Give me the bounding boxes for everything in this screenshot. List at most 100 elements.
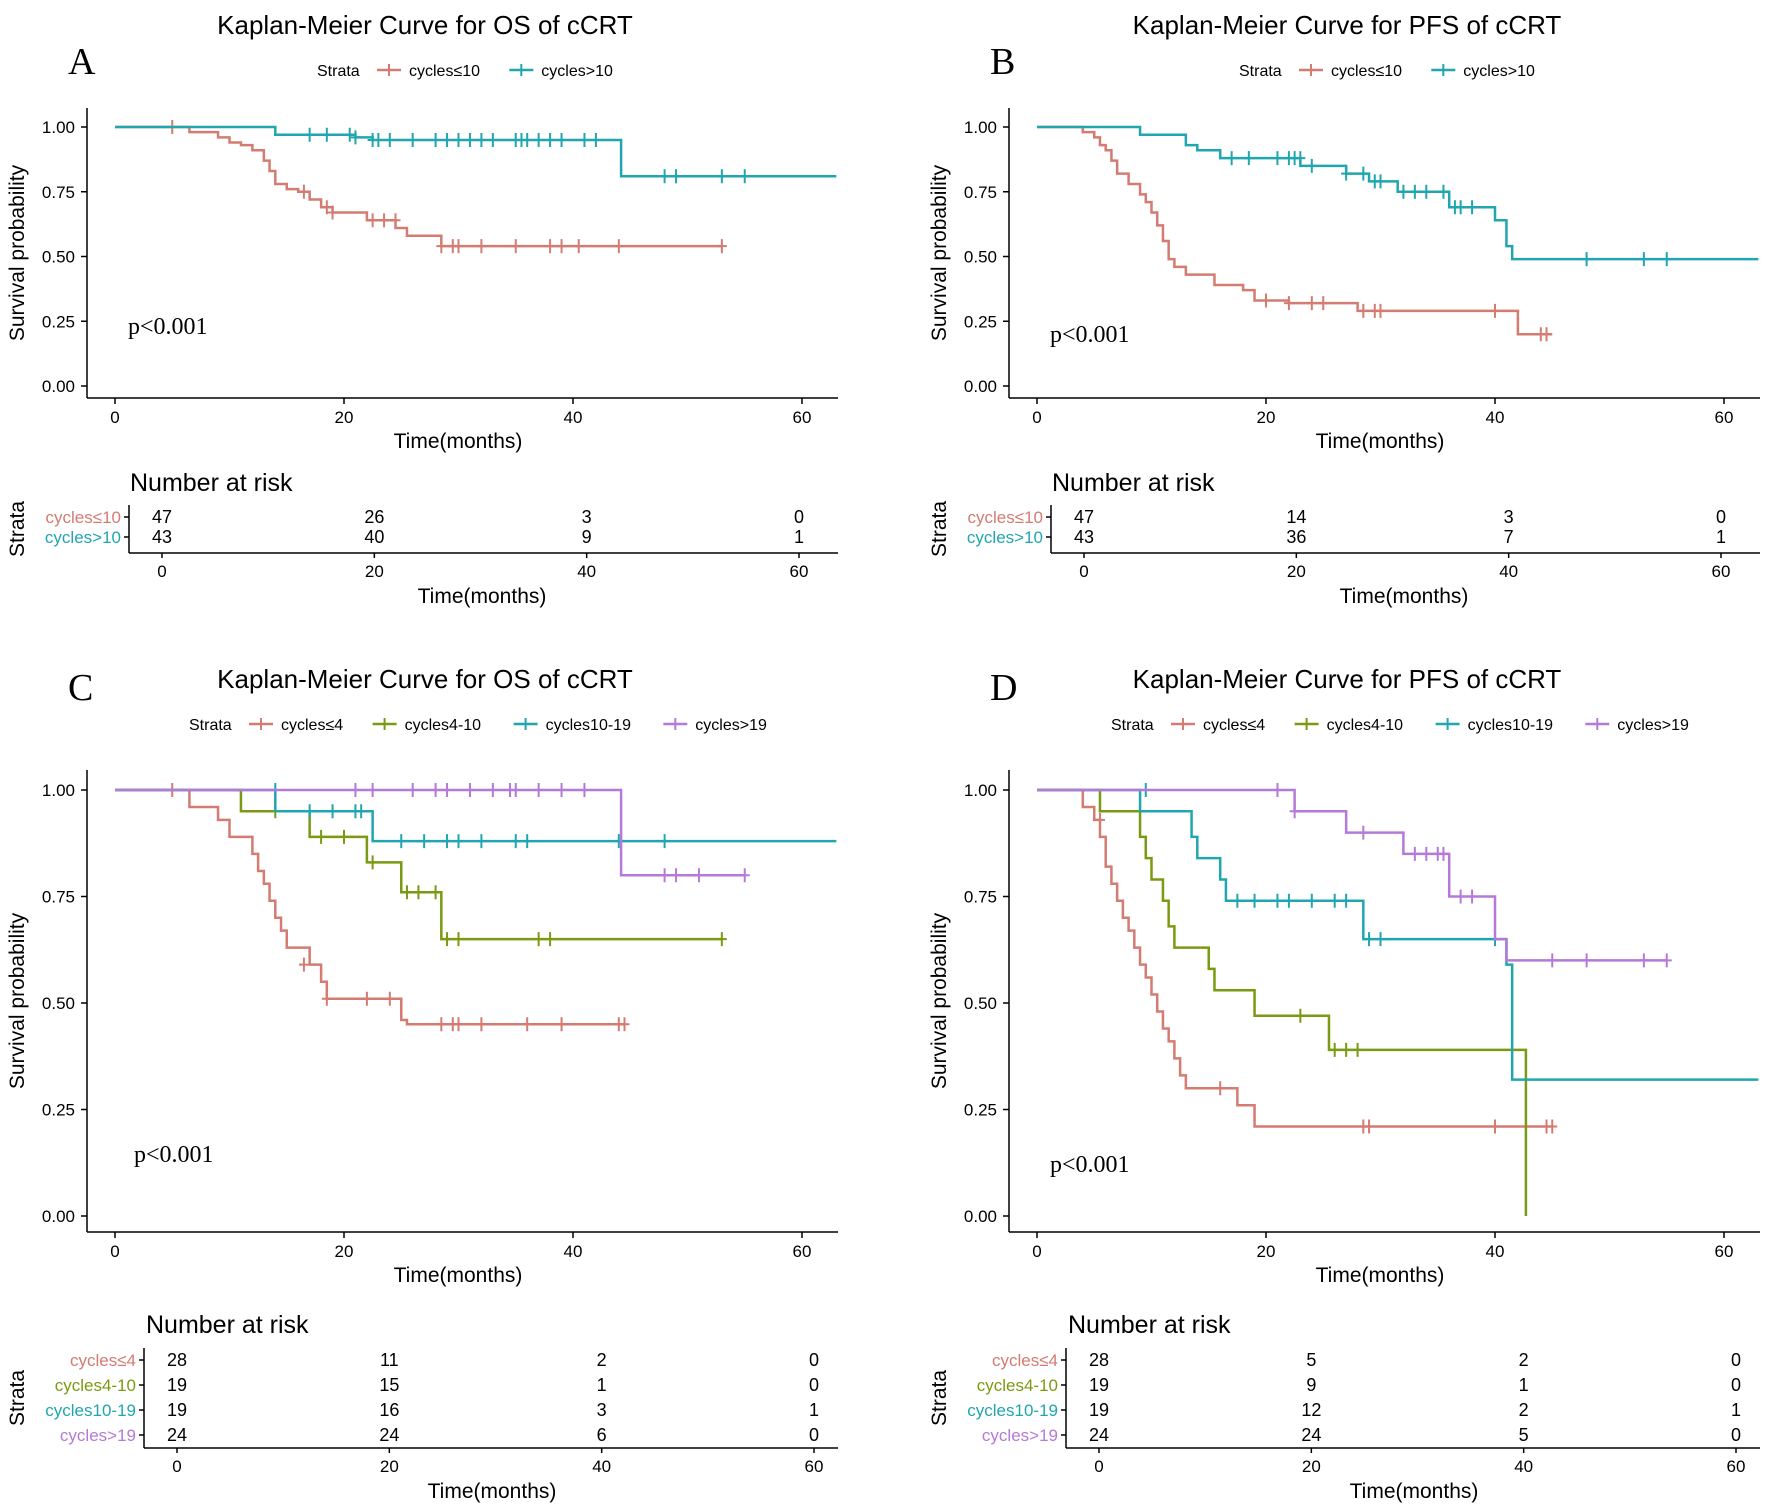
risk-count: 0 <box>1731 1350 1741 1370</box>
plot-axes: 0.00 0.25 0.50 0.75 1.00 0 20 40 60 Time(months) S… <box>928 108 1760 453</box>
panel-letter: D <box>990 667 1017 709</box>
legend-item: cycles>19 <box>663 717 767 734</box>
censor-mark <box>1421 184 1432 199</box>
censor-mark <box>1581 252 1592 267</box>
censor-mark <box>510 239 521 254</box>
x-tick-label: 20 <box>335 408 354 427</box>
y-tick-label: 1.00 <box>42 781 75 800</box>
series-cycles-19 <box>115 783 750 883</box>
censor-mark <box>304 127 315 142</box>
censor-mark <box>367 213 378 228</box>
series-cycles-4 <box>115 783 630 1032</box>
y-tick-label: 0.50 <box>964 994 997 1013</box>
risk-count: 11 <box>380 1350 399 1370</box>
risk-y-label: Strata <box>6 1370 29 1426</box>
censor-mark <box>327 804 338 819</box>
censor-mark <box>1094 812 1105 827</box>
risk-count: 47 <box>152 507 172 527</box>
survival-curve <box>1037 125 1553 336</box>
risk-count: 0 <box>1731 1425 1741 1445</box>
risk-count: 6 <box>597 1425 607 1445</box>
censor-mark <box>1661 252 1672 267</box>
censor-mark <box>476 239 487 254</box>
censor-mark <box>1341 166 1352 181</box>
censor-mark <box>533 932 544 947</box>
risk-count: 1 <box>809 1400 819 1420</box>
risk-count: 15 <box>379 1375 399 1395</box>
risk-x-label: Time(months) <box>418 585 547 608</box>
risk-count: 24 <box>167 1425 187 1445</box>
censor-mark <box>556 1017 567 1032</box>
risk-table: Number at risk cycles≤10 47 14 3 0 cycles>10 43… <box>928 469 1760 608</box>
censor-mark <box>1490 1119 1500 1134</box>
x-tick-label: 60 <box>1715 408 1734 427</box>
chart-title: Kaplan-Meier Curve for OS of cCRT <box>217 664 633 694</box>
legend-label: cycles≤4 <box>281 717 343 734</box>
risk-title: Number at risk <box>1052 469 1215 497</box>
censor-mark <box>1638 953 1649 968</box>
censor-mark <box>339 829 349 844</box>
risk-x-tick-label: 60 <box>1712 562 1731 581</box>
series-cycles-19 <box>1037 783 1672 968</box>
legend-label: cycles4-10 <box>405 717 482 734</box>
survival-curve <box>1037 788 1667 962</box>
y-tick-label: 0.50 <box>964 248 997 267</box>
risk-count: 2 <box>597 1350 607 1370</box>
censor-mark <box>1272 151 1283 166</box>
censor-mark <box>1638 252 1649 267</box>
censor-mark <box>1306 158 1317 173</box>
risk-count: 28 <box>167 1350 187 1370</box>
censor-mark <box>367 855 378 870</box>
censor-mark <box>304 804 315 819</box>
censor-mark <box>321 127 332 142</box>
risk-x-tick-label: 40 <box>592 1457 611 1476</box>
legend-item: cycles≤10 <box>377 63 480 80</box>
censor-mark <box>573 239 584 254</box>
legend-item: cycles4-10 <box>1294 717 1403 734</box>
risk-count: 9 <box>582 527 592 547</box>
censor-mark <box>1243 151 1254 166</box>
risk-count: 1 <box>597 1375 607 1395</box>
legend-item: cycles>10 <box>1431 63 1535 80</box>
risk-count: 43 <box>152 527 172 547</box>
x-tick-label: 0 <box>1032 1242 1041 1261</box>
y-tick-label: 1.00 <box>964 118 997 137</box>
censor-mark <box>1358 303 1369 318</box>
panel-c: C Kaplan-Meier Curve for OS of cCRT Strata… <box>6 664 838 1503</box>
risk-count: 2 <box>1519 1350 1529 1370</box>
risk-x-label: Time(months) <box>1350 1480 1479 1503</box>
risk-row-label: cycles>10 <box>967 528 1043 547</box>
censor-mark <box>533 132 544 147</box>
risk-x-tick-label: 60 <box>1727 1457 1746 1476</box>
risk-row-label: cycles>10 <box>45 528 121 547</box>
censor-mark <box>453 239 464 254</box>
censor-mark <box>1318 296 1329 311</box>
censor-mark <box>379 213 390 228</box>
risk-x-tick-label: 60 <box>790 562 809 581</box>
risk-count: 5 <box>1519 1425 1529 1445</box>
risk-x-tick-label: 40 <box>577 562 596 581</box>
risk-count: 0 <box>1716 507 1726 527</box>
censor-mark <box>1283 296 1294 311</box>
censor-mark <box>1547 953 1558 968</box>
legend-item: cycles≤4 <box>1171 717 1265 734</box>
series-cycles-10 <box>115 125 837 184</box>
censor-mark <box>419 834 430 849</box>
censor-mark <box>390 213 401 228</box>
risk-count: 3 <box>582 507 592 527</box>
censor-mark <box>476 834 487 849</box>
censor-mark <box>453 132 464 147</box>
risk-count: 24 <box>1301 1425 1321 1445</box>
series-cycles-10 <box>1037 125 1553 342</box>
survival-curve <box>115 788 837 843</box>
censor-mark <box>1329 1042 1340 1057</box>
risk-row-label: cycles4-10 <box>977 1376 1058 1395</box>
censor-mark <box>1295 1008 1306 1023</box>
censor-mark <box>659 169 670 184</box>
censor-mark <box>487 132 498 147</box>
p-value: p<0.001 <box>1050 1152 1130 1178</box>
censor-mark <box>1329 893 1340 908</box>
censor-mark <box>545 932 556 947</box>
censor-mark <box>522 132 533 147</box>
